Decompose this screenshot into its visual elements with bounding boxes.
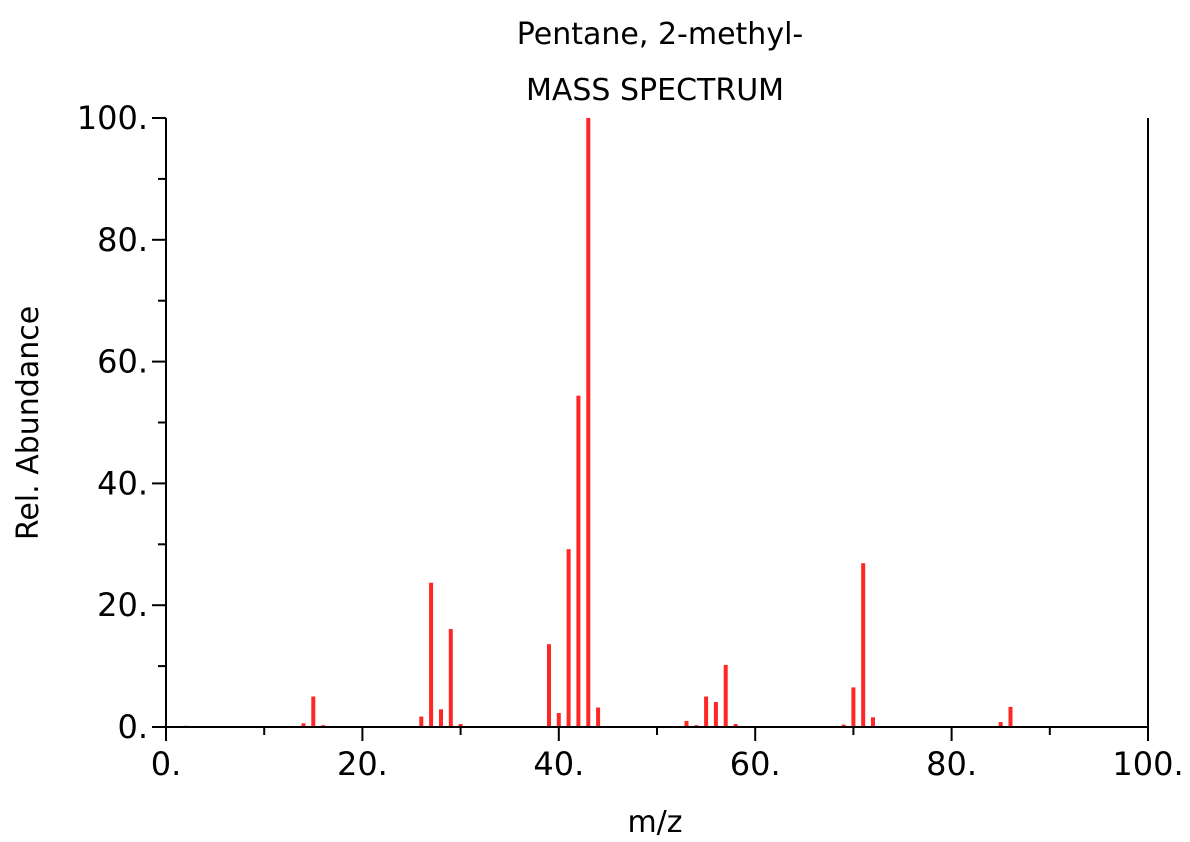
peak-bar-mz-70 xyxy=(851,687,856,727)
y-axis-label: Rel. Abundance xyxy=(11,306,46,540)
peak-bar-mz-27 xyxy=(429,582,434,727)
peak-bar-mz-58 xyxy=(733,724,738,727)
x-tick-label: 80. xyxy=(926,745,977,783)
peak-bar-mz-40 xyxy=(556,713,561,727)
peak-bar-mz-72 xyxy=(871,717,875,727)
peak-bar-mz-42 xyxy=(576,395,581,727)
axes xyxy=(165,118,1149,728)
chart-title: Pentane, 2-methyl- xyxy=(517,17,803,52)
y-tick-label: 60. xyxy=(97,343,148,381)
x-tick-label: 20. xyxy=(337,745,388,783)
peak-bar-mz-28 xyxy=(439,709,443,727)
peak-bar-mz-57 xyxy=(723,664,728,727)
peak-bar-mz-29 xyxy=(448,629,453,727)
x-tick-label: 0. xyxy=(151,745,182,783)
peak-bar-mz-41 xyxy=(566,549,571,727)
peak-bar-mz-56 xyxy=(713,702,718,727)
y-tick-label: 0. xyxy=(117,708,148,746)
chart-subtitle: MASS SPECTRUM xyxy=(526,73,784,108)
peak-bar-mz-26 xyxy=(419,716,424,727)
peak-bar-mz-53 xyxy=(684,720,689,727)
peak-bar-mz-55 xyxy=(704,696,709,727)
peak-bar-mz-69 xyxy=(841,724,846,727)
peak-bar-mz-43 xyxy=(586,118,591,727)
peak-bar-mz-86 xyxy=(1008,706,1013,727)
x-tick-label: 40. xyxy=(533,745,584,783)
y-tick-label: 80. xyxy=(97,221,148,259)
peak-bar-mz-39 xyxy=(547,644,551,727)
peak-bar-mz-14 xyxy=(301,723,306,727)
y-tick-label: 20. xyxy=(97,586,148,624)
peak-bars xyxy=(183,118,1013,727)
x-tick-label: 100. xyxy=(1112,745,1183,783)
x-tick-label: 60. xyxy=(730,745,781,783)
y-tick-label: 40. xyxy=(97,464,148,502)
y-tick-label: 100. xyxy=(77,99,148,137)
peak-bar-mz-85 xyxy=(998,722,1003,727)
peak-bar-mz-30 xyxy=(458,724,463,727)
peak-bar-mz-15 xyxy=(311,696,316,727)
axis-ticks: 0. 20. 40. 60. 80. 100. 0. 20. 40. 60. 80. 100. xyxy=(77,99,1184,783)
peak-bar-mz-44 xyxy=(596,707,601,727)
x-axis-label: m/z xyxy=(627,805,682,837)
peak-bar-mz-71 xyxy=(861,563,866,727)
